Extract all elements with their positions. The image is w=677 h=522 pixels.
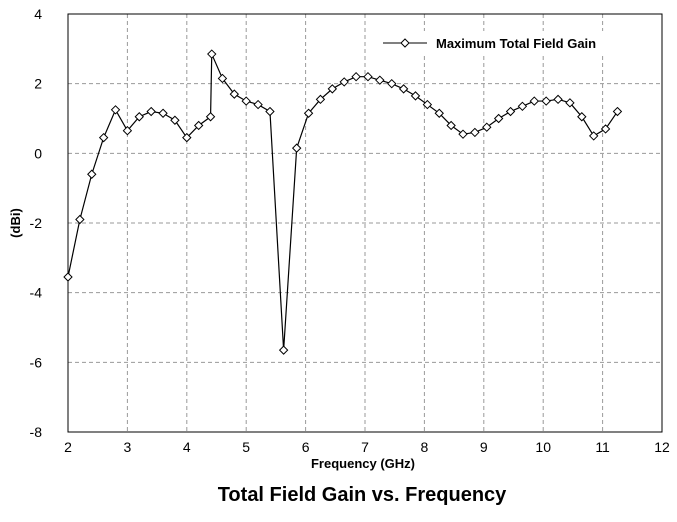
data-point — [600, 124, 611, 134]
data-point — [75, 214, 85, 225]
x-tick-label: 11 — [595, 439, 610, 455]
data-point — [351, 71, 361, 82]
x-tick-label: 10 — [535, 439, 551, 455]
data-point — [434, 108, 444, 118]
data-point — [182, 132, 192, 143]
y-tick-label: -6 — [30, 354, 43, 370]
y-tick-label: 4 — [34, 6, 42, 22]
legend: Maximum Total Field Gain — [379, 31, 654, 53]
data-point — [229, 89, 240, 99]
data-point — [612, 106, 623, 117]
chart-title: Total Field Gain vs. Frequency — [218, 484, 507, 506]
data-point — [110, 105, 121, 115]
grid-layer — [68, 14, 662, 432]
legend-box — [379, 31, 654, 53]
data-point — [529, 96, 539, 106]
data-point — [493, 113, 504, 124]
data-point — [553, 94, 563, 105]
series-layer — [63, 49, 623, 355]
data-point — [87, 169, 97, 179]
data-point — [122, 125, 133, 136]
data-point — [278, 345, 289, 355]
data-point — [565, 98, 575, 108]
data-point — [410, 91, 421, 101]
data-point — [265, 106, 275, 117]
data-point — [470, 127, 480, 138]
data-point — [315, 94, 326, 105]
data-point — [375, 75, 385, 85]
x-tick-label: 12 — [654, 439, 670, 455]
data-point — [303, 108, 314, 118]
data-point — [253, 99, 263, 110]
data-point — [63, 272, 73, 282]
legend-label: Maximum Total Field Gain — [436, 36, 596, 51]
x-tick-label: 5 — [242, 439, 250, 455]
x-tick-label: 9 — [480, 439, 488, 455]
data-point — [98, 132, 109, 143]
data-point — [327, 84, 338, 94]
data-point — [482, 122, 492, 132]
y-tick-label: 0 — [34, 145, 42, 161]
data-point — [158, 108, 168, 118]
y-axis-title: (dBi) — [8, 208, 23, 238]
y-tick-label: 2 — [34, 76, 42, 92]
tick-layer: 2 3 4 5 6 7 8 9 10 11 12 4 2 0 -2 -4 -6 -8 — [30, 6, 670, 455]
x-tick-label: 8 — [421, 439, 429, 455]
data-point — [339, 77, 349, 87]
data-point — [207, 49, 217, 59]
data-point — [217, 73, 228, 84]
data-point — [146, 106, 156, 117]
x-tick-label: 2 — [64, 439, 72, 455]
data-point — [517, 101, 528, 112]
data-point — [193, 120, 204, 131]
y-tick-label: -4 — [30, 285, 43, 301]
x-axis-title: Frequency (GHz) — [311, 456, 415, 471]
data-point — [398, 84, 409, 94]
data-point — [170, 115, 180, 125]
y-tick-label: -8 — [30, 424, 43, 440]
data-point — [505, 106, 516, 117]
data-point — [134, 112, 144, 122]
data-point — [458, 129, 468, 139]
data-point — [577, 112, 587, 122]
data-point — [387, 78, 397, 89]
x-tick-label: 3 — [124, 439, 132, 455]
data-point — [588, 131, 599, 141]
plot-frame — [67, 13, 663, 433]
data-point — [205, 112, 216, 122]
x-tick-label: 4 — [183, 439, 191, 455]
x-tick-label: 7 — [361, 439, 369, 455]
data-point — [291, 143, 302, 153]
data-point — [241, 96, 251, 106]
y-tick-label: -2 — [30, 215, 43, 231]
legend-marker-diamond — [400, 38, 410, 48]
x-tick-label: 6 — [302, 439, 310, 455]
data-point — [422, 99, 433, 110]
data-point — [541, 96, 551, 106]
data-point — [446, 120, 456, 131]
data-point — [363, 71, 373, 82]
